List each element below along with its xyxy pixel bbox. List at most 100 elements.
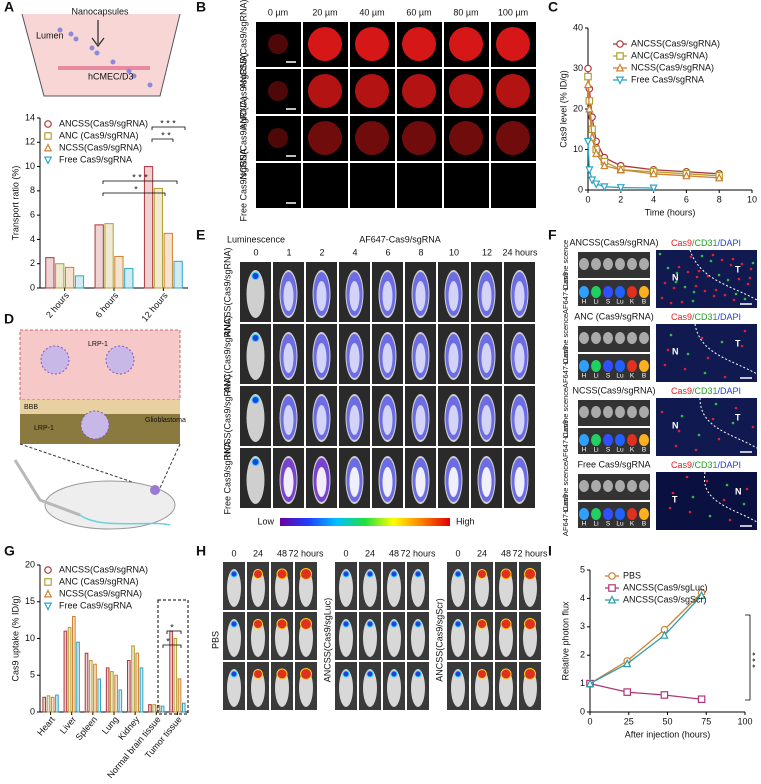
organ <box>627 508 637 520</box>
nanocapsule <box>131 73 137 79</box>
panel-label: G <box>4 543 15 559</box>
nanocapsule <box>126 68 132 74</box>
region-label: N <box>672 420 679 430</box>
y-tick-label: 0 <box>30 706 35 716</box>
stain-dot <box>712 294 716 298</box>
mouse-body <box>227 619 241 657</box>
panel-label: H <box>196 543 206 559</box>
legend-label: Free Cas9/sgRNA <box>59 154 132 164</box>
bar <box>93 663 97 713</box>
boundary <box>694 323 758 375</box>
lum-spot <box>414 570 422 578</box>
organ <box>639 360 649 372</box>
tube <box>79 514 171 526</box>
stain-dot <box>722 498 726 502</box>
fluor-core <box>382 467 393 497</box>
y-axis-label: Relative photon flux <box>560 601 570 681</box>
organ-image <box>578 280 650 306</box>
series-line <box>589 592 703 685</box>
x-axis-label: After injection (hours) <box>625 729 711 739</box>
bar <box>88 660 93 713</box>
fluor-core <box>283 281 294 311</box>
organ-image <box>578 354 650 380</box>
fluor-core <box>382 405 393 435</box>
bar <box>177 678 182 713</box>
mouse-body <box>251 619 265 657</box>
x-tick-label: 10 <box>747 194 757 204</box>
organ <box>615 508 625 520</box>
micrograph <box>256 116 301 161</box>
arrow <box>91 20 105 48</box>
x-tick-label: 0 <box>585 194 590 204</box>
marker <box>44 132 52 140</box>
stain-dot <box>688 510 692 514</box>
stain-dot <box>685 475 689 479</box>
stain-dot <box>734 406 738 410</box>
bar <box>114 674 118 713</box>
fluor-core <box>481 343 492 373</box>
diagram-label: BBB <box>24 404 38 411</box>
marker <box>592 180 601 189</box>
stain-dot <box>714 288 718 292</box>
marker <box>660 691 669 699</box>
lum-spot <box>300 618 312 630</box>
boundary <box>704 471 758 523</box>
stain-dot <box>740 262 744 266</box>
row-label: NCSS(Cas9/sgRNA) <box>222 374 232 457</box>
y-axis-label: Cas9 level (% ID/g) <box>558 70 568 148</box>
stain-dot <box>686 352 690 356</box>
bracket <box>745 614 751 701</box>
organ-label: B <box>642 521 646 528</box>
organ <box>627 406 637 418</box>
stain-dot <box>708 514 712 518</box>
organ <box>627 360 637 372</box>
organ <box>627 332 637 344</box>
organ-label: S <box>606 373 611 380</box>
lum-spot <box>251 458 260 466</box>
y-tick-label: 4 <box>30 234 35 244</box>
mouse-body <box>451 669 465 707</box>
stain-dot <box>717 437 721 441</box>
mouse-body <box>251 569 265 607</box>
x-tick-label: 12 hours <box>140 290 170 324</box>
legend-label: ANC (Cas9/sgRNA) <box>59 130 139 140</box>
stain-label: /DAPI <box>718 386 742 396</box>
mouse-body <box>363 619 377 657</box>
stain-dot <box>742 502 746 506</box>
marker <box>43 602 53 611</box>
region-label: T <box>672 494 678 504</box>
micrograph <box>256 69 301 114</box>
stain-dot <box>711 253 715 257</box>
bar <box>153 187 164 289</box>
lum-spot <box>251 396 260 404</box>
row-label: AF647-Cas9 <box>561 272 570 314</box>
y-tick-label: 15 <box>25 596 35 606</box>
organ <box>591 480 601 492</box>
nanocapsule <box>147 82 153 88</box>
stain-dot <box>745 487 749 491</box>
significance: * <box>166 636 170 646</box>
signal <box>308 121 342 155</box>
y-tick-label: 0 <box>30 282 35 292</box>
bar <box>55 263 65 289</box>
mouse-body <box>451 619 465 657</box>
stain-dot <box>731 257 735 261</box>
micrograph <box>256 163 301 208</box>
organ-label: H <box>582 373 587 380</box>
bar <box>76 641 80 713</box>
stain-dot <box>677 265 681 269</box>
lum-spot <box>276 568 288 580</box>
marker <box>616 164 625 174</box>
organ-label: B <box>642 447 646 454</box>
organ-label: Lu <box>616 521 624 528</box>
organ <box>603 434 613 446</box>
group-label: ANCSS(Cas9/sgScr) <box>434 598 444 682</box>
stain-dot <box>672 286 676 290</box>
bar <box>173 260 183 289</box>
mouse-body <box>475 619 489 657</box>
legend-label: Free Cas9/sgRNA <box>59 600 132 610</box>
signal <box>355 74 389 108</box>
organ <box>639 434 649 446</box>
stain-dot <box>697 433 701 437</box>
marker <box>44 120 52 128</box>
